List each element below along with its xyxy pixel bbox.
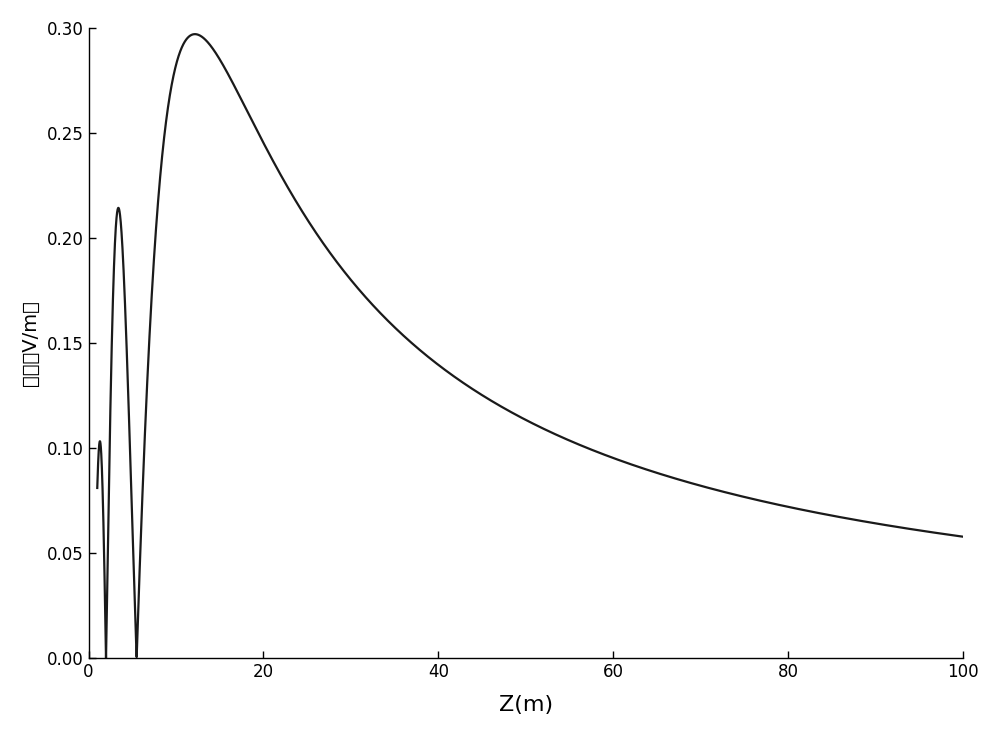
Y-axis label: 场强（V/m）: 场强（V/m） [21, 300, 40, 386]
X-axis label: Z(m): Z(m) [499, 696, 553, 715]
